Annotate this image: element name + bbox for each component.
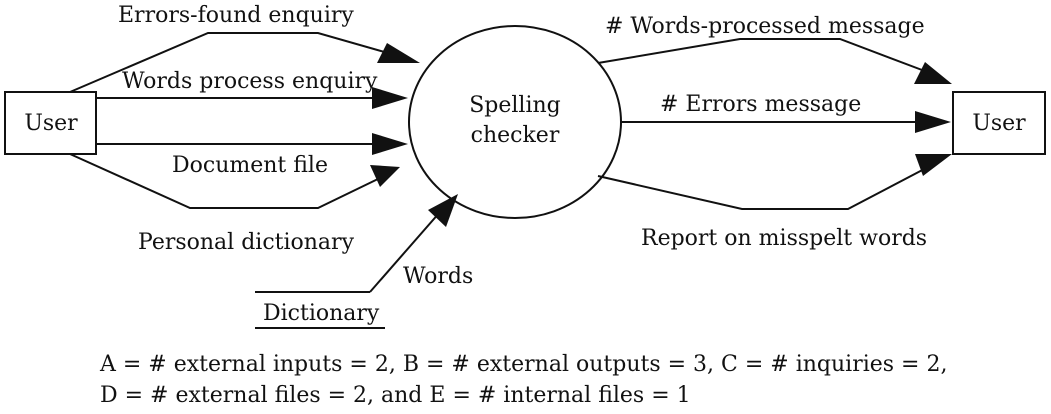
words-processed-message-label: # Words-processed message <box>605 14 925 39</box>
errors-message-arrowhead <box>915 111 951 133</box>
personal-dictionary-label: Personal dictionary <box>138 230 355 255</box>
document-file-arrowhead <box>372 133 408 155</box>
dictionary-label: Dictionary <box>263 301 380 326</box>
errors-found-enquiry-label: Errors-found enquiry <box>118 3 354 28</box>
process-label-line1: Spelling <box>469 93 561 118</box>
user-left-label: User <box>24 111 78 136</box>
words-process-enquiry-label: Words process enquiry <box>122 69 378 94</box>
words-processed-message-flow <box>597 38 931 74</box>
process-label-line2: checker <box>471 123 560 148</box>
report-misspelt-words-label: Report on misspelt words <box>641 226 927 251</box>
personal-dictionary-arrowhead <box>370 165 400 187</box>
report-misspelt-words-flow <box>597 165 931 210</box>
document-file-label: Document file <box>172 153 328 178</box>
errors-found-enquiry-arrowhead <box>377 43 420 63</box>
words-process-enquiry-arrowhead <box>372 87 408 109</box>
user-right-label: User <box>972 111 1026 136</box>
user-right-box <box>952 91 1046 155</box>
words-processed-message-arrowhead <box>914 62 952 84</box>
words-arrowhead <box>428 194 458 227</box>
legend-line-1: A = # external inputs = 2, B = # externa… <box>100 352 948 377</box>
words-label: Words <box>403 264 473 289</box>
personal-dictionary-flow <box>69 153 381 209</box>
spelling-checker-process <box>408 25 622 219</box>
legend-line-2: D = # external files = 2, and E = # inte… <box>100 383 691 408</box>
user-left-box <box>4 91 97 155</box>
words-flow <box>369 211 441 293</box>
report-misspelt-words-arrowhead <box>915 154 952 176</box>
errors-found-enquiry-flow <box>69 32 396 93</box>
errors-message-label: # Errors message <box>660 92 861 117</box>
